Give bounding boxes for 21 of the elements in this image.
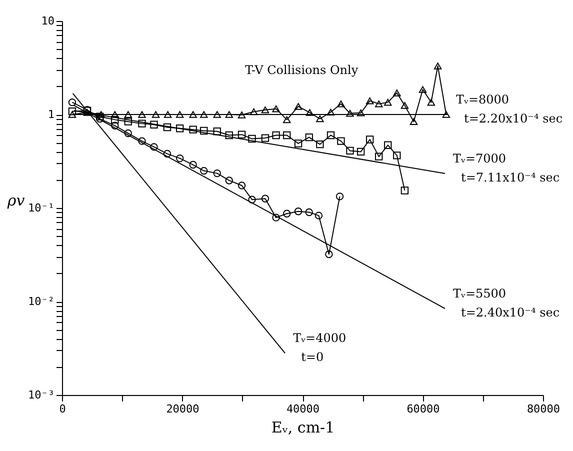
annotation: Tᵥ=5500 — [452, 286, 506, 301]
annotation: t=0 — [301, 350, 324, 364]
y-tick-label: 10⁻³ — [28, 388, 54, 402]
x-tick-label: 0 — [59, 402, 66, 416]
annotation: Tᵥ=4000 — [293, 331, 346, 346]
y-tick-label: 10⁻² — [28, 295, 54, 308]
annotation: Tᵥ=8000 — [456, 92, 510, 106]
x-tick-label: 20000 — [166, 402, 200, 416]
x-tick-label: 80000 — [526, 402, 560, 416]
annotation: t=7.11x10⁻⁴ sec — [460, 170, 560, 184]
y-tick-label: 1 — [48, 108, 54, 121]
x-axis-title: Eᵥ, cm-1 — [271, 418, 335, 436]
y-axis-title: ρv — [6, 192, 26, 210]
x-tick-label: 40000 — [286, 402, 320, 416]
annotation: Tᵥ=7000 — [452, 151, 506, 166]
annotation: t=2.40x10⁻⁴ sec — [460, 306, 560, 320]
annotation: t=2.20x10⁻⁴ sec — [464, 112, 563, 126]
x-tick-label: 60000 — [406, 402, 440, 416]
y-tick-label: 10⁻¹ — [28, 202, 54, 214]
y-tick-label: 10 — [41, 14, 54, 28]
annotation: T-V Collisions Only — [245, 63, 358, 77]
